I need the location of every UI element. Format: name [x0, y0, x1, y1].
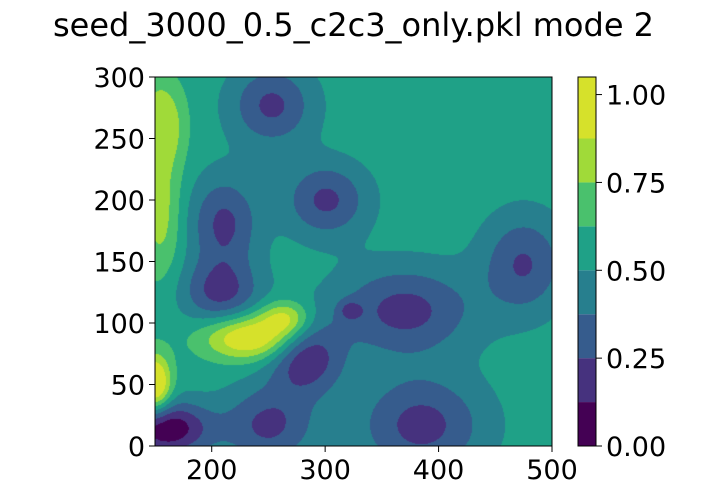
y-tick-label: 150 — [93, 248, 145, 279]
contour-field — [155, 77, 552, 446]
x-tick-label: 300 — [299, 455, 351, 486]
y-tick-label: 0 — [128, 432, 145, 463]
y-tick-label: 100 — [93, 309, 145, 340]
colorbar-band — [578, 358, 596, 403]
x-tick-label: 200 — [186, 455, 238, 486]
y-tick-label: 200 — [93, 186, 145, 217]
colorbar-band — [578, 226, 596, 271]
colorbar-tick-label: 0.75 — [606, 168, 666, 199]
y-tick-label: 300 — [93, 63, 145, 94]
colorbar-tick-label: 0.00 — [606, 432, 666, 463]
colorbar-tick-label: 0.25 — [606, 344, 666, 375]
colorbar-band — [578, 138, 596, 183]
colorbar-tick-label: 1.00 — [606, 81, 666, 112]
colorbar-band — [578, 270, 596, 315]
colorbar-band — [578, 77, 596, 139]
colorbar-band — [578, 402, 596, 446]
y-axis: 0 50 100 150 200 250 300 — [93, 63, 155, 463]
x-tick-label: 400 — [413, 455, 465, 486]
colorbar: 0.00 0.25 0.50 0.75 1.00 — [577, 76, 666, 463]
chart-title: seed_3000_0.5_c2c3_only.pkl mode 2 — [52, 6, 655, 44]
plot-area — [155, 77, 552, 446]
y-tick-label: 250 — [93, 125, 145, 156]
colorbar-band — [578, 182, 596, 227]
colorbar-band — [578, 314, 596, 359]
x-axis: 200 300 400 500 — [186, 446, 578, 486]
y-tick-label: 50 — [111, 371, 145, 402]
x-tick-label: 500 — [526, 455, 578, 486]
colorbar-tick-label: 0.50 — [606, 256, 666, 287]
colorbar-frame — [577, 76, 597, 447]
